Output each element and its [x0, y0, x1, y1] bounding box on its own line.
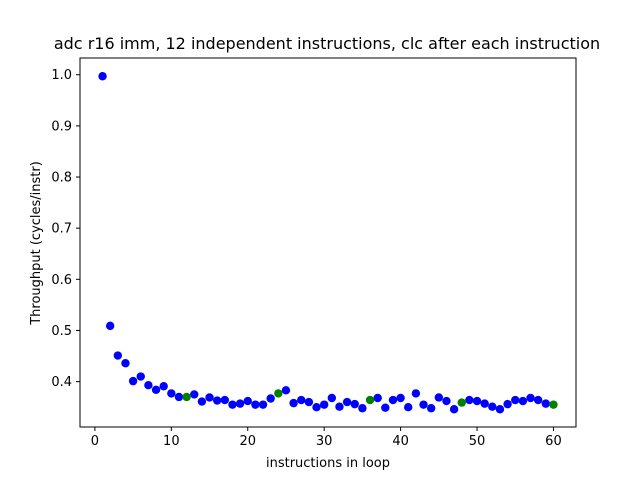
y-tick-label: 0.9	[51, 119, 72, 134]
data-point	[426, 404, 436, 413]
data-point	[533, 395, 543, 405]
data-point	[488, 402, 497, 411]
data-point	[121, 359, 130, 368]
x-tick-label: 40	[392, 434, 409, 449]
axis-ticks: 0 10 20 30 40 50 60 0.4 0.5 0.6 0.7 0.8 0.9 1.0	[51, 68, 561, 449]
data-point	[312, 403, 321, 412]
data-point	[350, 399, 359, 409]
data-point	[526, 393, 535, 403]
data-point	[472, 396, 482, 406]
data-point	[342, 397, 352, 407]
data-point	[159, 382, 168, 391]
data-point	[151, 385, 161, 395]
x-tick-label: 20	[239, 434, 256, 449]
x-tick-label: 10	[163, 434, 180, 449]
data-point	[396, 393, 405, 403]
data-point	[174, 392, 184, 402]
data-point	[182, 392, 191, 402]
data-point	[113, 351, 123, 360]
data-point	[549, 400, 558, 409]
data-point	[411, 389, 421, 398]
y-tick-label: 0.7	[51, 222, 72, 237]
data-point	[243, 396, 252, 406]
data-point	[128, 376, 138, 386]
data-point	[457, 398, 466, 407]
data-point	[404, 403, 413, 412]
data-point	[297, 395, 306, 405]
data-point	[381, 403, 390, 412]
x-tick-label: 60	[545, 434, 562, 449]
data-point	[388, 395, 398, 405]
y-tick-label: 0.5	[51, 324, 72, 339]
data-point	[465, 395, 474, 405]
y-tick-label: 0.8	[51, 171, 72, 186]
data-point	[442, 396, 451, 406]
data-point	[541, 399, 551, 408]
y-tick-label: 0.6	[51, 273, 72, 288]
data-point	[136, 372, 145, 381]
chart-title: adc r16 imm, 12 independent instructions…	[54, 34, 600, 53]
x-axis-label: instructions in loop	[266, 456, 390, 471]
data-points	[98, 72, 558, 414]
data-point	[228, 400, 237, 409]
data-point	[373, 393, 382, 403]
data-point	[518, 396, 528, 406]
x-tick-label: 0	[91, 434, 99, 449]
y-axis-label: Throughput (cycles/instr)	[29, 161, 44, 326]
data-point	[167, 389, 176, 398]
data-point	[319, 400, 329, 409]
data-point	[190, 390, 199, 399]
data-point	[449, 405, 459, 414]
data-point	[197, 397, 207, 406]
data-point	[365, 395, 375, 405]
data-point	[251, 400, 260, 409]
data-point	[220, 395, 230, 405]
data-point	[511, 395, 520, 405]
data-point	[289, 398, 298, 408]
x-tick-label: 50	[469, 434, 486, 449]
data-point	[503, 399, 512, 409]
data-point	[335, 402, 344, 411]
data-point	[434, 393, 444, 402]
data-point	[495, 405, 505, 414]
data-point	[205, 393, 214, 402]
data-point	[304, 397, 314, 407]
data-point	[235, 399, 245, 408]
data-point	[358, 404, 367, 413]
data-point	[274, 389, 283, 398]
plot-area-frame	[79, 57, 577, 428]
y-tick-label: 1.0	[51, 68, 72, 83]
data-point	[105, 321, 115, 331]
data-point	[266, 394, 275, 403]
data-point	[281, 386, 291, 395]
y-tick-label: 0.4	[51, 375, 72, 390]
data-point	[419, 400, 428, 409]
data-point	[480, 399, 489, 408]
data-point	[258, 400, 268, 409]
data-point	[327, 393, 337, 403]
data-point	[212, 396, 222, 405]
data-point	[98, 72, 107, 81]
x-tick-label: 30	[316, 434, 333, 449]
data-point	[144, 381, 153, 390]
